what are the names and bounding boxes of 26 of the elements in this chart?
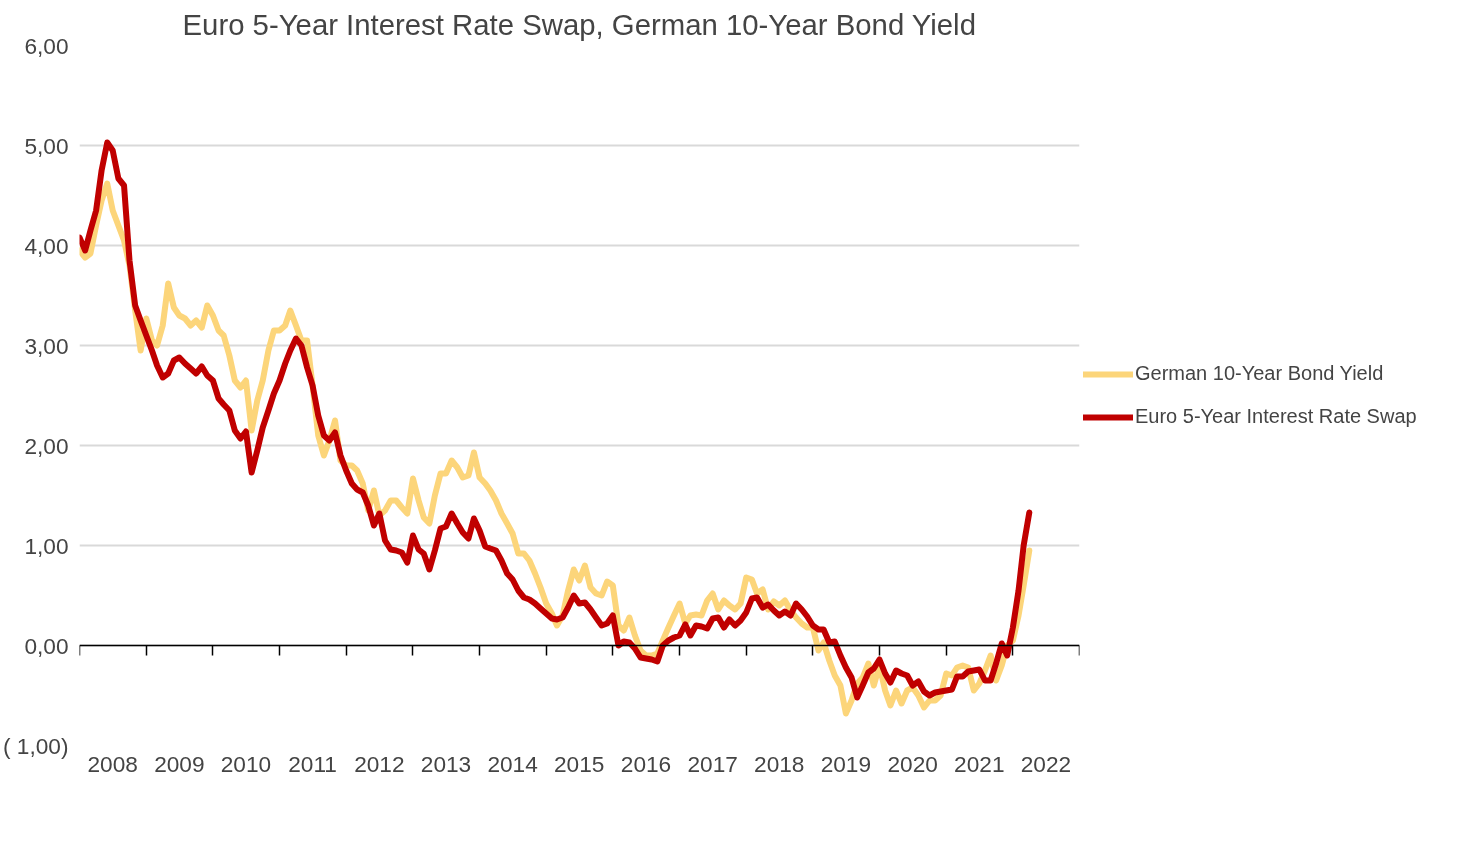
y-tick-label: 2,00 (24, 432, 69, 459)
y-tick-label: 6,00 (24, 32, 69, 59)
y-tick-label: 0,00 (24, 632, 69, 659)
x-tick-label: 2009 (154, 750, 205, 777)
x-tick-label: 2011 (288, 750, 337, 777)
x-tick-label: 2008 (87, 750, 138, 777)
x-tick-label: 2015 (554, 750, 605, 777)
y-tick-label: 5,00 (24, 132, 69, 159)
x-tick-label: 2018 (754, 750, 805, 777)
x-tick-label: 2022 (1020, 750, 1072, 777)
chart-title: Euro 5-Year Interest Rate Swap, German 10-Year Bond Yield (182, 7, 976, 41)
x-tick-label: 2014 (487, 750, 538, 777)
x-tick-label: 2010 (220, 750, 272, 777)
x-tick-label: 2013 (420, 750, 472, 777)
y-tick-label: ( 1,00) (3, 732, 69, 759)
legend-label: German 10-Year Bond Yield (1135, 362, 1384, 385)
x-tick-label: 2019 (820, 750, 872, 777)
x-tick-label: 2012 (354, 750, 405, 777)
legend-label: Euro 5-Year Interest Rate Swap (1135, 405, 1417, 428)
x-tick-label: 2020 (887, 750, 938, 777)
x-tick-label: 2021 (954, 750, 1005, 777)
x-tick-label: 2017 (687, 750, 738, 777)
x-tick-label: 2016 (620, 750, 672, 777)
y-tick-label: 3,00 (24, 332, 69, 359)
y-tick-label: 4,00 (24, 232, 69, 259)
y-tick-label: 1,00 (24, 532, 69, 559)
